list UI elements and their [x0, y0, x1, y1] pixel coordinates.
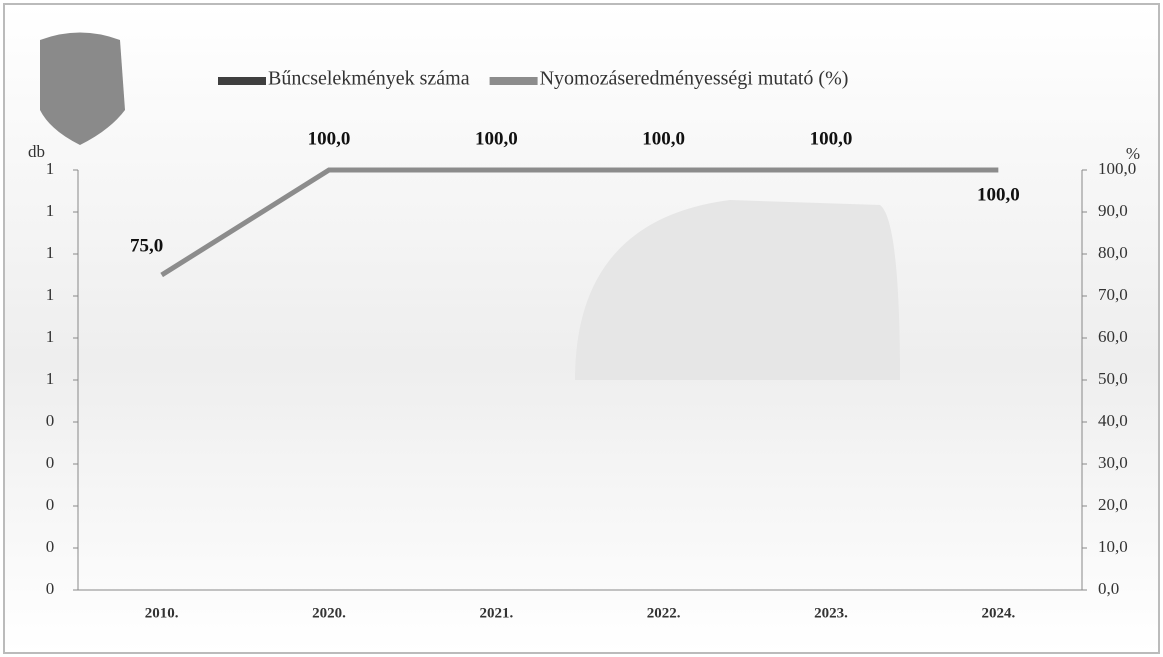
y2-tick-label: 20,0 [1098, 495, 1128, 514]
x-tick-label: 2010. [145, 605, 179, 621]
line [160, 167, 999, 278]
y2-axis-label: % [1126, 144, 1140, 163]
x-tick-label: 2021. [479, 605, 513, 621]
data-label: 100,0 [810, 128, 853, 149]
y-tick-label: 0 [46, 453, 55, 472]
legend-label: Bűncselekmények száma [268, 68, 470, 90]
y-tick-label: 0 [46, 495, 55, 514]
y-tick-label: 0 [46, 537, 55, 556]
x-tick-label: 2020. [312, 605, 346, 621]
y-tick-label: 0 [46, 411, 55, 430]
x-tick-label: 2023. [814, 605, 848, 621]
legend-swatch [489, 77, 538, 85]
y-axis-label: db [28, 142, 45, 161]
y-tick-label: 1 [46, 243, 55, 262]
y-tick-label: 1 [46, 369, 55, 388]
y2-tick-label: 90,0 [1098, 201, 1128, 220]
y2-tick-label: 0,0 [1098, 579, 1119, 598]
y-tick-label: 0 [46, 579, 55, 598]
y-tick-label: 1 [46, 201, 55, 220]
data-label: 100,0 [475, 128, 518, 149]
y2-tick-label: 40,0 [1098, 411, 1128, 430]
data-label: 100,0 [308, 128, 351, 149]
x-tick-label: 2024. [981, 605, 1015, 621]
legend-label: Nyomozáseredményességi mutató (%) [540, 68, 849, 90]
y2-tick-label: 80,0 [1098, 243, 1128, 262]
data-label: 100,0 [642, 128, 685, 149]
background-building [575, 200, 900, 380]
y2-tick-label: 50,0 [1098, 369, 1128, 388]
y2-tick-label: 70,0 [1098, 285, 1128, 304]
data-label: 100,0 [977, 184, 1020, 205]
legend: Bűncselekmények száma Nyomozáseredményess… [218, 68, 848, 90]
y2-tick-label: 100,0 [1098, 159, 1136, 178]
y2-tick-label: 60,0 [1098, 327, 1128, 346]
y-tick-label: 1 [46, 285, 55, 304]
x-tick-label: 2022. [647, 605, 681, 621]
legend-swatch [218, 77, 266, 85]
y2-tick-label: 10,0 [1098, 537, 1128, 556]
y2-tick-label: 30,0 [1098, 453, 1128, 472]
logo [40, 32, 125, 145]
y-tick-label: 1 [46, 327, 55, 346]
y-tick-label: 1 [46, 159, 55, 178]
data-label: 75,0 [130, 235, 163, 256]
